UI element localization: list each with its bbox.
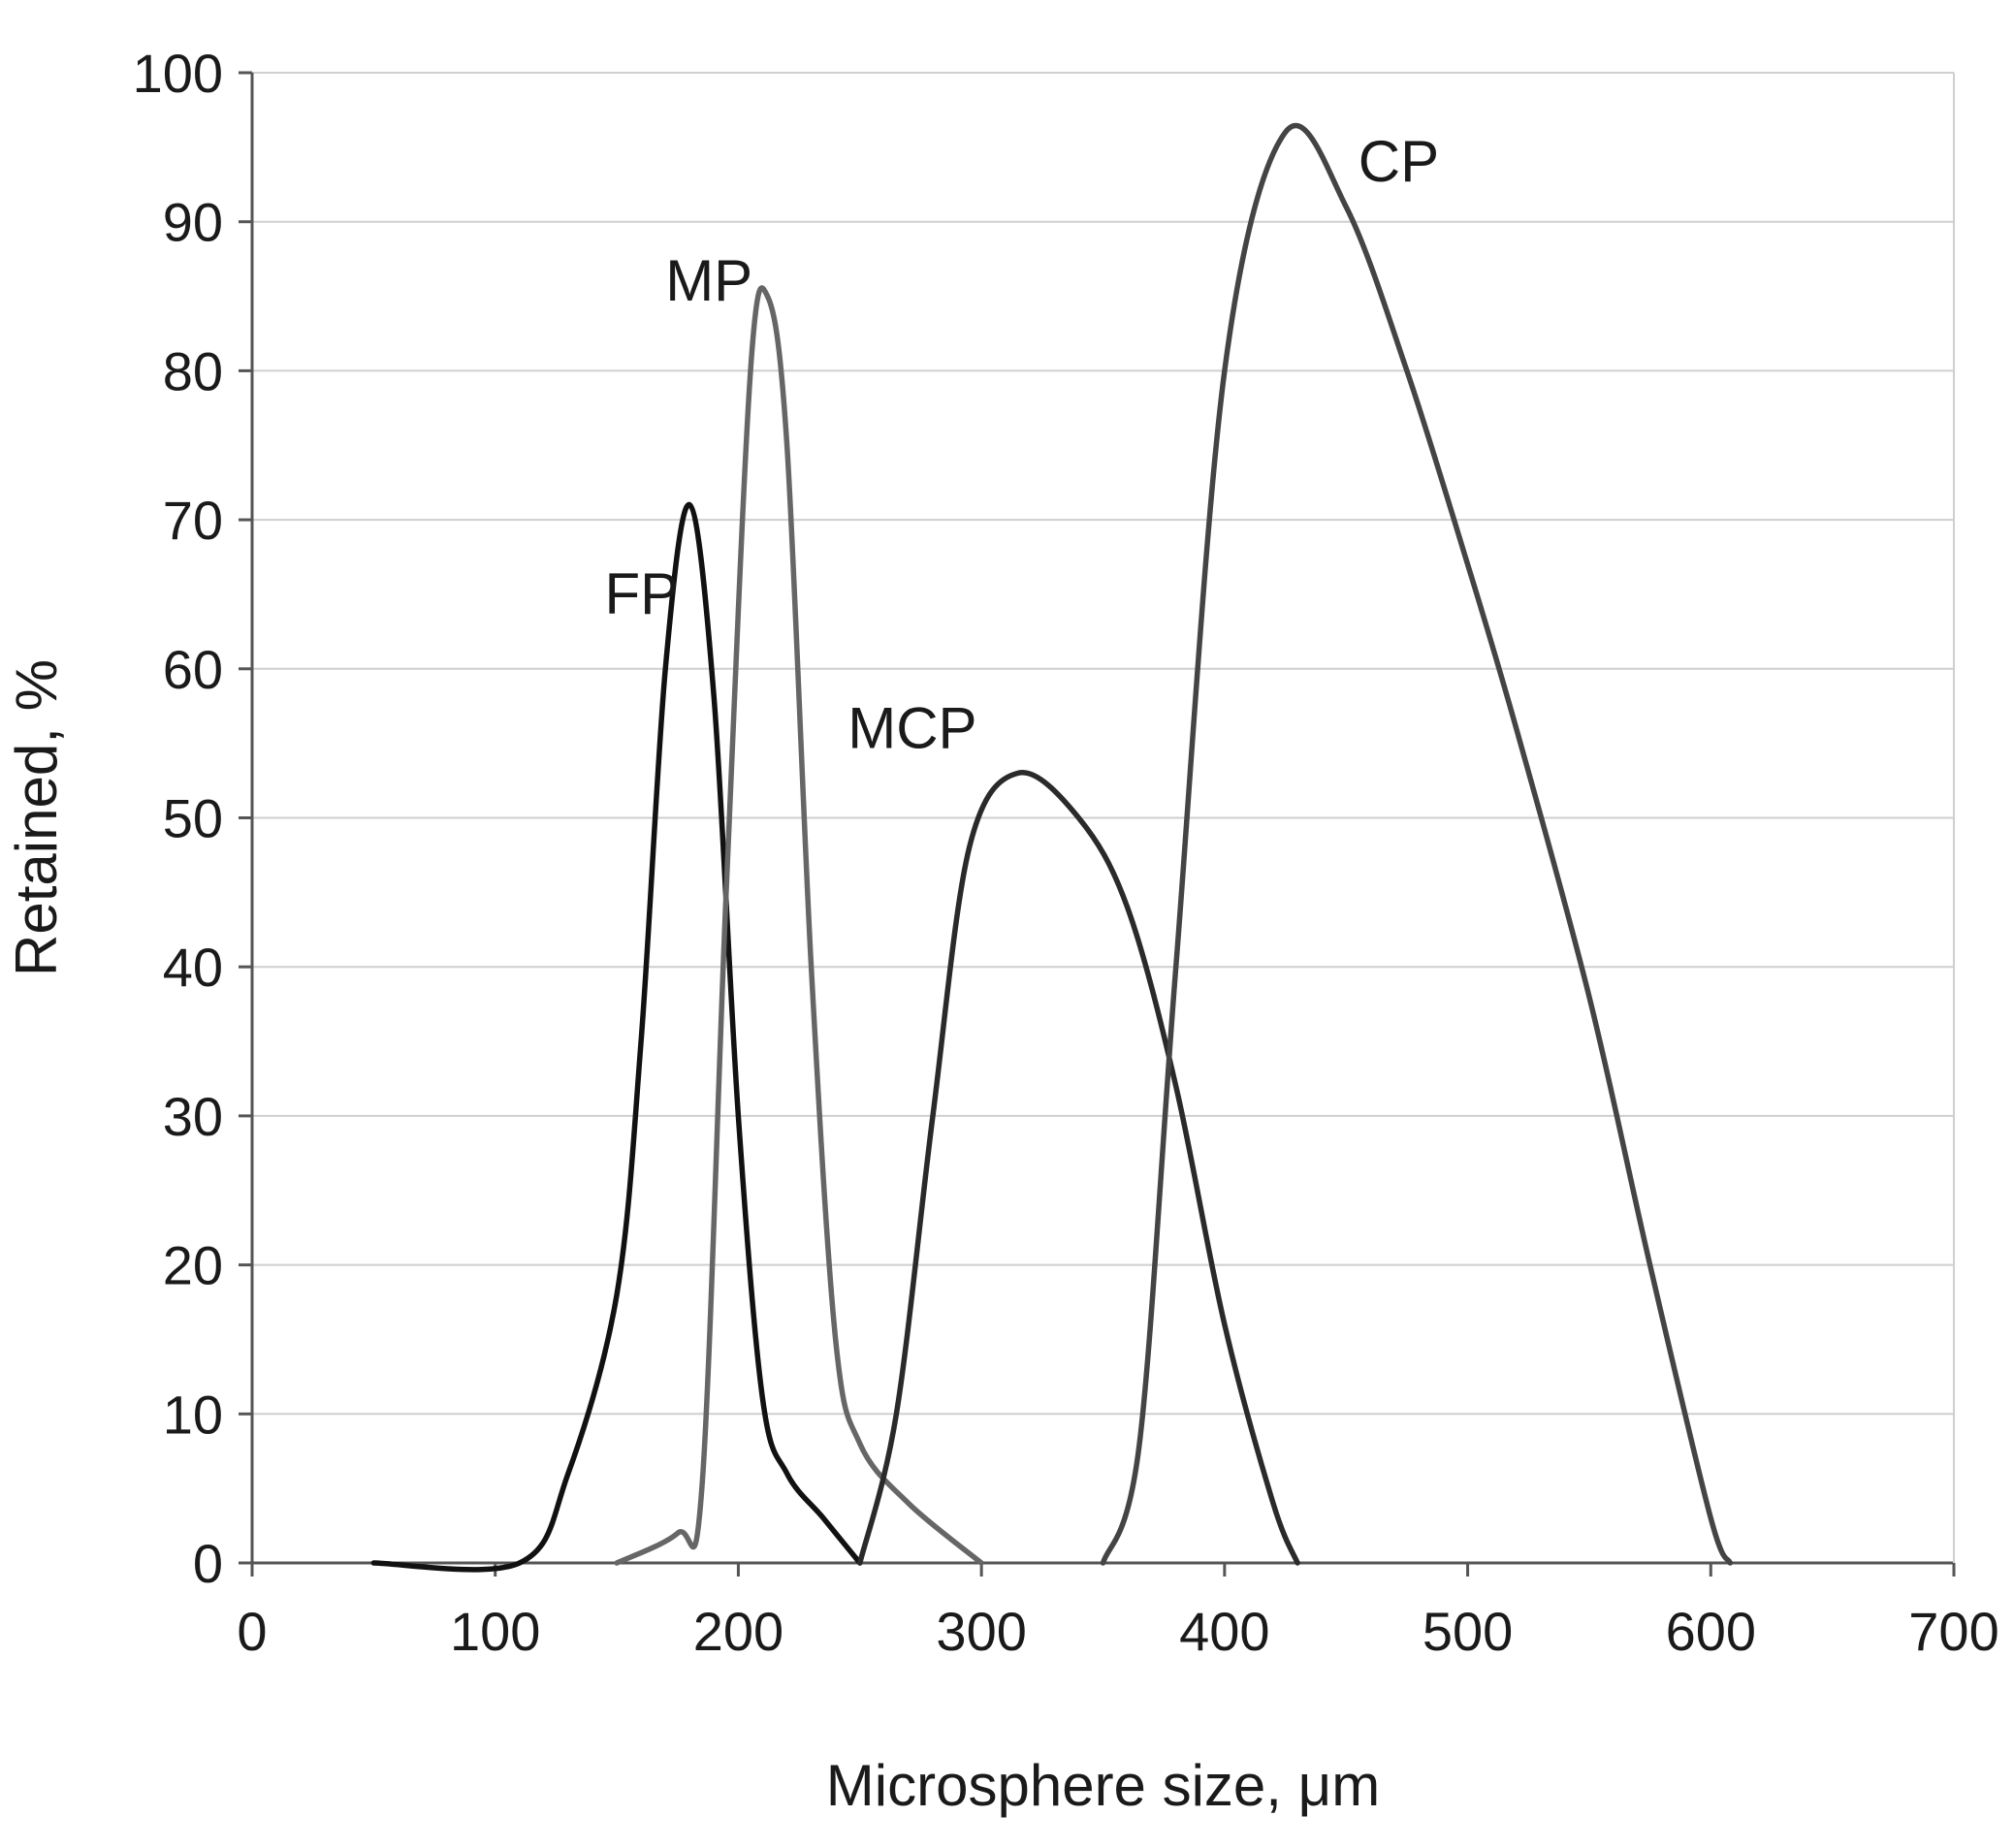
x-ticks: 0 100 200 300 400 500 600 700 [237, 1563, 1999, 1662]
x-tick-label-200: 200 [693, 1601, 783, 1662]
series-label-mcp: MCP [847, 695, 976, 760]
y-tick-label-0: 0 [193, 1533, 223, 1594]
x-tick-label-0: 0 [237, 1601, 267, 1662]
y-tick-label-100: 100 [133, 43, 223, 104]
x-tick-label-100: 100 [450, 1601, 540, 1662]
x-tick-label-700: 700 [1908, 1601, 1998, 1662]
series-label-cp: CP [1359, 129, 1439, 194]
y-tick-label-60: 60 [163, 639, 223, 700]
y-tick-label-20: 20 [163, 1235, 223, 1296]
y-tick-label-50: 50 [163, 788, 223, 849]
y-tick-label-70: 70 [163, 490, 223, 551]
series-line-mcp [857, 770, 1300, 1566]
y-ticks: 0 10 20 30 40 50 60 70 80 90 100 [133, 43, 252, 1594]
gridlines [252, 72, 1954, 1416]
x-axis-title: Microsphere size, μm [826, 1753, 1380, 1818]
series-lines [370, 122, 1734, 1573]
series-line-cp [1100, 122, 1734, 1566]
x-tick-label-400: 400 [1179, 1601, 1269, 1662]
series-label-fp: FP [605, 561, 680, 626]
series-labels: FP MP MCP CP [605, 129, 1440, 760]
series-label-mp: MP [665, 248, 752, 313]
x-tick-label-600: 600 [1666, 1601, 1756, 1662]
series-line-fp [370, 501, 863, 1573]
x-tick-label-500: 500 [1423, 1601, 1513, 1662]
y-tick-label-80: 80 [163, 340, 223, 401]
y-tick-label-10: 10 [163, 1384, 223, 1445]
y-axis-title: Retained, % [4, 659, 69, 976]
y-tick-label-40: 40 [163, 937, 223, 998]
series-line-mp [614, 285, 984, 1566]
x-tick-label-300: 300 [936, 1601, 1026, 1662]
y-tick-label-30: 30 [163, 1086, 223, 1147]
y-tick-label-90: 90 [163, 192, 223, 253]
